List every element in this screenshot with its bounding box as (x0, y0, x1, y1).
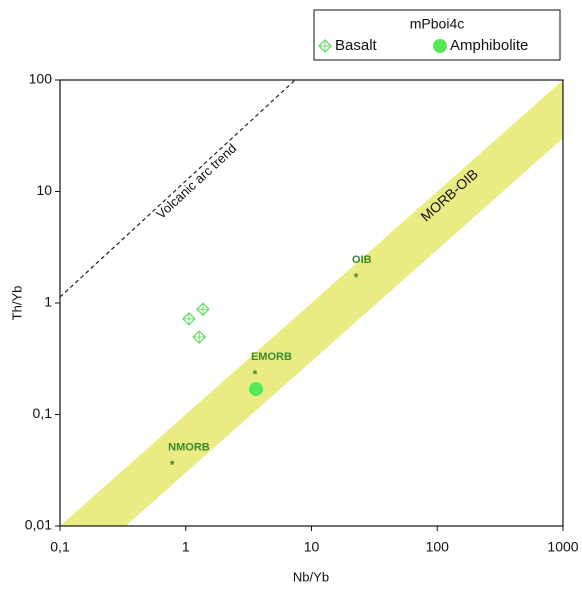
legend-label: Basalt (335, 37, 378, 54)
x-tick-label: 100 (426, 539, 450, 555)
x-tick-label: 0,1 (50, 539, 70, 555)
x-tick-label: 10 (304, 539, 320, 555)
reference-label: EMORB (251, 351, 292, 363)
trend-label: Volcanic arc trend (153, 141, 239, 222)
y-tick-label: 1 (44, 294, 52, 310)
legend-label: Amphibolite (450, 37, 528, 54)
legend-marker (433, 39, 447, 53)
y-axis-label: Th/Yb (9, 286, 24, 321)
reference-label: NMORB (168, 442, 210, 454)
legend-marker (318, 39, 332, 53)
circle-marker (249, 382, 264, 397)
diamond-cross (196, 303, 209, 316)
x-tick-label: 1 (182, 539, 190, 555)
x-tick-label: 1000 (547, 539, 578, 555)
y-tick-label: 0,01 (25, 517, 52, 533)
legend-title: mPboi4c (410, 16, 464, 32)
diamond-cross (319, 40, 331, 52)
diamond-cross (182, 312, 195, 325)
diamond-marker (196, 302, 210, 317)
diamond-marker (182, 311, 196, 326)
y-tick-label: 0,1 (33, 405, 53, 421)
y-tick-label: 10 (36, 182, 52, 198)
morb-oib-band (60, 80, 563, 526)
y-tick-label: 100 (29, 71, 53, 87)
x-axis-label: Nb/Yb (293, 569, 329, 584)
volcanic-arc-trend (59, 79, 296, 298)
diamond-cross (193, 331, 206, 344)
diamond-marker (192, 330, 207, 344)
reference-label: OIB (352, 254, 372, 266)
reference-marker: * (354, 270, 359, 284)
reference-marker: * (170, 458, 175, 472)
reference-marker: * (253, 367, 258, 381)
